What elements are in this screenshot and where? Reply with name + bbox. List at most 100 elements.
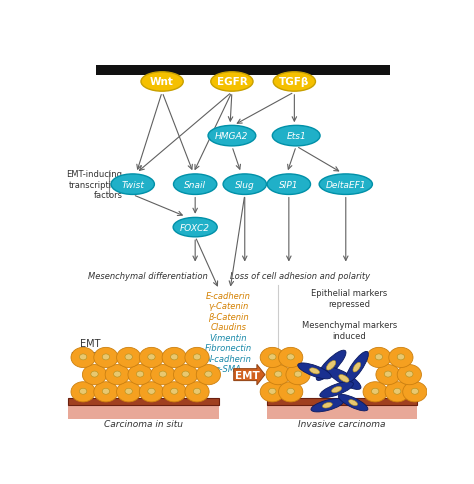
Ellipse shape [287,354,294,360]
Ellipse shape [311,399,344,412]
Ellipse shape [185,348,209,368]
Ellipse shape [389,348,413,368]
Ellipse shape [208,126,256,147]
Ellipse shape [71,348,95,368]
Ellipse shape [319,175,373,195]
Text: FOXC2: FOXC2 [180,223,210,232]
Ellipse shape [117,348,141,368]
Ellipse shape [193,354,201,360]
Ellipse shape [102,354,109,360]
Text: TGFβ: TGFβ [279,77,310,87]
Ellipse shape [80,354,87,360]
Text: Loss of cell adhesion and polarity: Loss of cell adhesion and polarity [230,272,370,281]
Ellipse shape [322,403,332,408]
Ellipse shape [316,350,346,380]
Bar [267,398,418,406]
Text: Slug: Slug [235,181,255,189]
Bar [68,405,219,420]
Ellipse shape [339,375,349,382]
FancyArrow shape [234,364,265,385]
Ellipse shape [223,175,266,195]
Ellipse shape [173,365,198,385]
Bar [68,398,219,406]
Ellipse shape [267,175,310,195]
Text: Vimentin: Vimentin [210,333,247,342]
Text: DeltaEF1: DeltaEF1 [326,181,366,189]
Ellipse shape [287,389,294,394]
Ellipse shape [332,387,342,393]
Ellipse shape [162,348,186,368]
Ellipse shape [171,354,178,360]
Text: γ-Catenin: γ-Catenin [208,302,248,311]
Text: α-SMA: α-SMA [215,364,242,373]
Ellipse shape [111,175,155,195]
Text: Wnt: Wnt [150,77,174,87]
Ellipse shape [139,382,164,402]
Text: β-Catenin: β-Catenin [208,312,248,321]
Ellipse shape [393,389,401,394]
Ellipse shape [411,389,419,394]
Ellipse shape [266,365,290,385]
Ellipse shape [327,361,336,370]
Ellipse shape [327,367,361,390]
Ellipse shape [148,389,155,394]
Text: EMT: EMT [236,370,260,380]
Text: Carcinoma in situ: Carcinoma in situ [104,420,183,428]
Text: Invasive carcinoma: Invasive carcinoma [298,420,386,428]
Ellipse shape [298,363,331,379]
Ellipse shape [162,382,186,402]
Ellipse shape [125,354,132,360]
Ellipse shape [372,389,379,394]
Ellipse shape [376,365,400,385]
Ellipse shape [151,365,175,385]
Ellipse shape [94,382,118,402]
Ellipse shape [205,371,212,378]
Ellipse shape [272,126,320,147]
Ellipse shape [125,389,132,394]
Text: Twist: Twist [121,181,144,189]
Text: N-cadherin: N-cadherin [205,354,251,363]
Ellipse shape [173,175,217,195]
Ellipse shape [102,389,109,394]
Ellipse shape [82,365,107,385]
Ellipse shape [182,371,189,378]
Ellipse shape [196,365,220,385]
Text: Snail: Snail [184,181,206,189]
Ellipse shape [397,365,421,385]
Ellipse shape [173,218,217,237]
Ellipse shape [260,348,284,368]
Ellipse shape [286,365,310,385]
Ellipse shape [117,382,141,402]
Ellipse shape [269,354,276,360]
Ellipse shape [310,368,319,374]
Ellipse shape [94,348,118,368]
Ellipse shape [128,365,152,385]
Ellipse shape [406,371,413,378]
Ellipse shape [171,389,178,394]
Text: E-cadherin: E-cadherin [206,291,251,301]
Ellipse shape [137,371,144,378]
Ellipse shape [274,371,282,378]
Ellipse shape [320,382,354,398]
Ellipse shape [141,73,183,92]
Text: Mesenchymal markers
induced: Mesenchymal markers induced [302,320,397,340]
Bar [267,405,418,420]
Ellipse shape [91,371,98,378]
Ellipse shape [367,348,391,368]
Ellipse shape [211,73,253,92]
Ellipse shape [260,382,284,402]
Ellipse shape [148,354,155,360]
Ellipse shape [375,354,383,360]
Ellipse shape [397,354,405,360]
Text: SIP1: SIP1 [279,181,299,189]
Ellipse shape [71,382,95,402]
Ellipse shape [273,73,316,92]
Ellipse shape [294,371,301,378]
Ellipse shape [345,352,368,383]
Ellipse shape [80,389,87,394]
Ellipse shape [269,389,276,394]
Ellipse shape [363,382,387,402]
Ellipse shape [349,400,357,406]
Text: Epithelial markers
repressed: Epithelial markers repressed [311,289,388,308]
Ellipse shape [193,389,201,394]
